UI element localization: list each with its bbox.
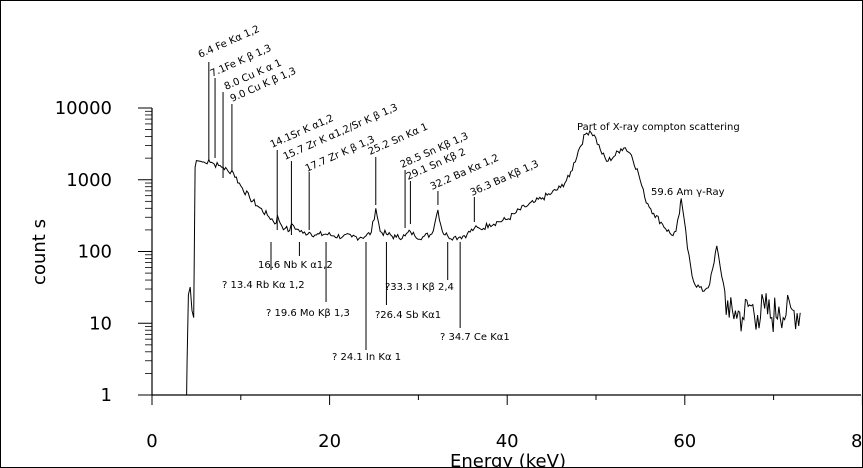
x-axis-label: Energy (keV)	[450, 451, 566, 468]
tick-labels: 0 20 40 60 80 1 10 100 1000 10000	[55, 98, 863, 452]
peak-annotation-label: ?33.3 I Kβ 2,4	[385, 282, 454, 293]
x-tick-label: 40	[496, 431, 519, 452]
spectrum-series-line	[152, 129, 801, 396]
peak-annotation-label: 16.6 Nb K α1,2	[258, 260, 333, 271]
y-tick-label: 10000	[55, 98, 112, 119]
y-tick-label: 1000	[66, 170, 112, 191]
y-tick-label: 1	[101, 385, 112, 406]
peak-annotation-label: ? 13.4 Rb Kα 1,2	[222, 280, 305, 291]
y-tick-label: 100	[78, 242, 112, 263]
peak-annotation-label: ?26.4 Sb Kα1	[375, 310, 441, 321]
y-axis-label: count s	[29, 219, 50, 285]
peak-annotation-label: ? 24.1 In Kα 1	[332, 352, 401, 363]
x-tick-label: 80	[851, 431, 863, 452]
peak-annotations: 6.4 Fe Kα 1,27.1Fe K β 1,38.0 Cu K α 19.…	[197, 24, 740, 363]
peak-annotation-label: Part of X-ray compton scattering	[577, 122, 740, 133]
peak-annotation-label: ? 19.6 Mo Kβ 1,3	[266, 308, 350, 319]
y-tick-label: 10	[89, 313, 112, 334]
peak-annotation-label: 59.6 Am γ-Ray	[651, 187, 725, 198]
peak-annotation-label: ? 34.7 Ce Kα1	[440, 332, 510, 343]
x-tick-label: 60	[673, 431, 696, 452]
tick-marks	[138, 107, 863, 405]
x-tick-label: 0	[146, 431, 157, 452]
x-tick-label: 20	[318, 431, 341, 452]
